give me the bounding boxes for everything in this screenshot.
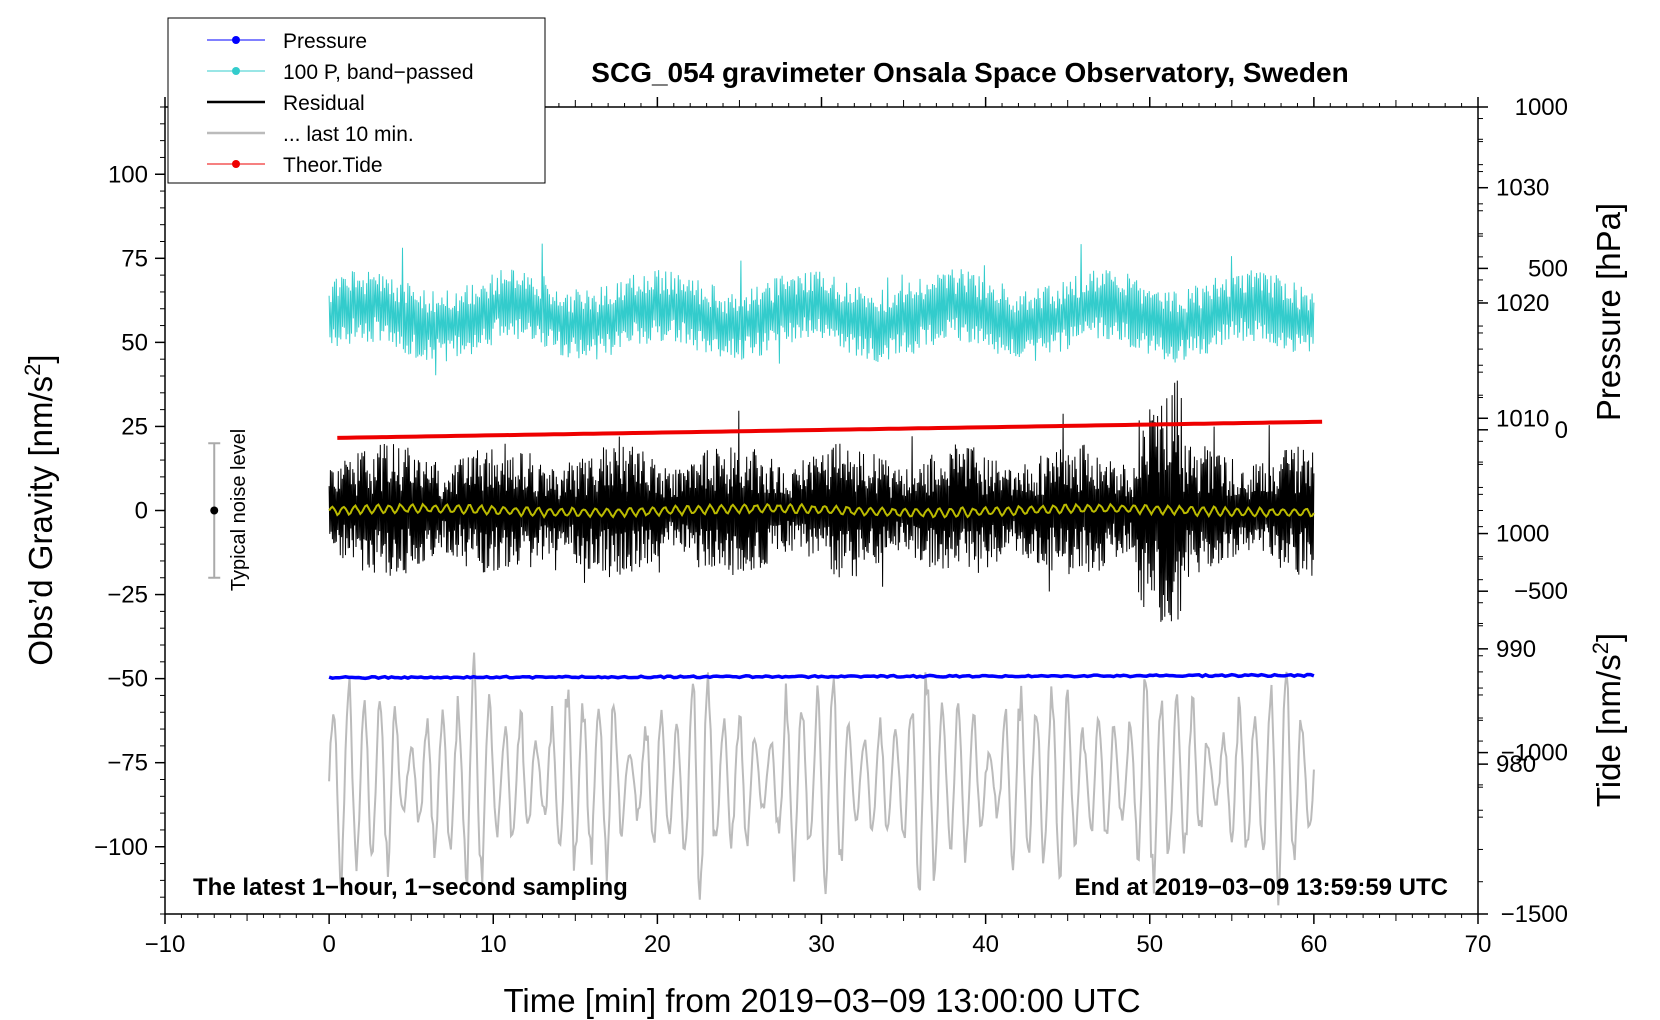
legend: Pressure 100 P, band−passed Residual ... la… xyxy=(167,17,546,184)
legend-marker xyxy=(232,67,240,75)
noise-level-indicator: Typical noise level xyxy=(208,429,250,591)
pressure-tick-label: 990 xyxy=(1496,636,1536,663)
noise-level-label: Typical noise level xyxy=(228,429,250,591)
annotation-sampling: The latest 1−hour, 1−second sampling xyxy=(193,874,628,901)
noise-level-dot xyxy=(210,506,219,515)
series-group xyxy=(328,243,1323,906)
series-band-passed-pressure xyxy=(328,243,1315,376)
tide-tick-label: −1000 xyxy=(1501,740,1568,767)
y-axis-title-tide-sup: 2 xyxy=(1588,642,1613,654)
x-tick-label: 10 xyxy=(480,931,507,958)
legend-marker xyxy=(232,160,240,168)
legend-marker xyxy=(232,36,240,44)
pressure-tick-label: 1030 xyxy=(1496,175,1549,202)
tide-tick-label: −500 xyxy=(1514,578,1568,605)
y-tick-label: 25 xyxy=(121,413,148,440)
y-axis-title-gravity-end: ] xyxy=(22,354,59,363)
series-residual-smoothed xyxy=(328,502,1315,519)
y-axis-title-gravity-sup: 2 xyxy=(20,364,45,376)
series-theor-tide xyxy=(337,419,1323,440)
tide-tick-label: 1000 xyxy=(1515,94,1568,121)
series-residual xyxy=(328,380,1315,622)
annotation-end-time: End at 2019−03−09 13:59:59 UTC xyxy=(1074,874,1448,901)
chart-title: SCG_054 gravimeter Onsala Space Observat… xyxy=(591,57,1348,88)
y-tick-label: 0 xyxy=(135,498,148,525)
tide-tick-label: −1500 xyxy=(1501,901,1568,928)
x-tick-label: 30 xyxy=(808,931,835,958)
data-layer xyxy=(328,243,1323,906)
x-tick-label: 20 xyxy=(644,931,671,958)
legend-label: Pressure xyxy=(283,30,367,53)
y-tick-label: −50 xyxy=(107,666,148,693)
y-axis-title-tide: Tide [nm/s2] xyxy=(1588,633,1628,807)
y-tick-label: 100 xyxy=(108,161,148,188)
pressure-tick-label: 1000 xyxy=(1496,521,1549,548)
legend-label: Theor.Tide xyxy=(283,154,383,177)
x-tick-label: 60 xyxy=(1301,931,1328,958)
legend-label: 100 P, band−passed xyxy=(283,61,474,84)
y-tick-label: 50 xyxy=(121,329,148,356)
y-axis-title-gravity-main: Obs’d Gravity [nm/s xyxy=(22,376,59,666)
y-tick-label: −25 xyxy=(107,582,148,609)
legend-box xyxy=(167,17,546,184)
pressure-tick-label: 1010 xyxy=(1496,405,1549,432)
series-pressure xyxy=(328,672,1315,681)
x-tick-label: −10 xyxy=(145,931,186,958)
legend-label: ... last 10 min. xyxy=(283,123,414,146)
pressure-tick-label: 1020 xyxy=(1496,290,1549,317)
tide-tick-label: 500 xyxy=(1528,255,1568,282)
x-axis-title: Time [min] from 2019−03−09 13:00:00 UTC xyxy=(503,982,1140,1019)
x-tick-label: 70 xyxy=(1465,931,1492,958)
x-tick-label: 40 xyxy=(972,931,999,958)
y-axis-title-tide-main: Tide [nm/s xyxy=(1590,654,1627,807)
axes-layer: −10 0 10 20 30 40 50 60 70−100−75−50−25025507510… xyxy=(94,94,1568,958)
x-tick-label: 50 xyxy=(1136,931,1163,958)
y-axis-title-gravity: Obs’d Gravity [nm/s2] xyxy=(20,354,60,665)
series-last-10-min xyxy=(328,652,1315,906)
y-axis-title-tide-end: ] xyxy=(1590,633,1627,642)
legend-label: Residual xyxy=(283,92,365,115)
legend-items: Pressure 100 P, band−passed Residual ... la… xyxy=(207,30,474,177)
pressure-tick-label: 980 xyxy=(1496,751,1536,778)
tide-tick-label: 0 xyxy=(1555,417,1568,444)
y-tick-label: −100 xyxy=(94,834,148,861)
plot-area: −10 0 10 20 30 40 50 60 70−100−75−50−25025507510… xyxy=(94,94,1568,958)
x-tick-label: 0 xyxy=(322,931,335,958)
y-axis-title-pressure: Pressure [hPa] xyxy=(1590,203,1627,421)
y-tick-label: 75 xyxy=(121,245,148,272)
y-tick-label: −75 xyxy=(107,750,148,777)
